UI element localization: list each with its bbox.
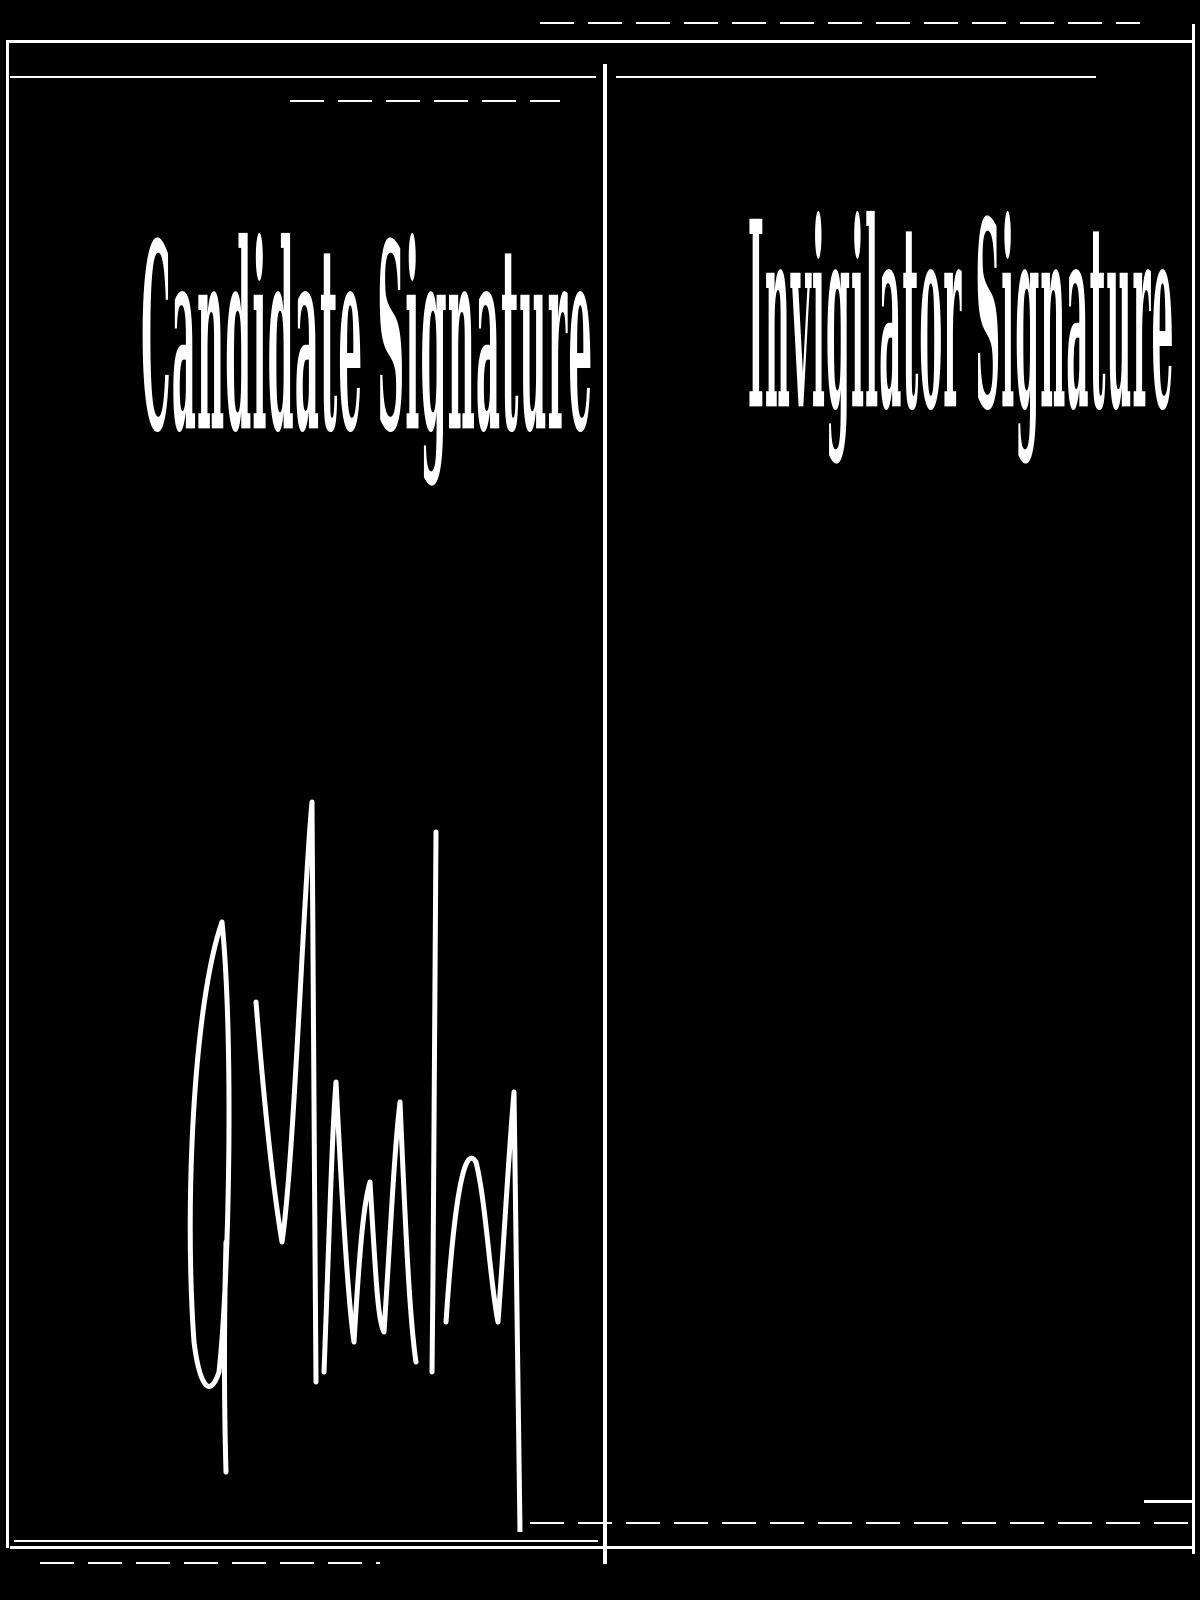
- top-inner-border-right: [616, 76, 1096, 78]
- left-border: [6, 40, 9, 1548]
- candidate-signature-panel: Candidate Signature: [12, 64, 604, 1532]
- bottom-dashed-rule-left: [40, 1562, 380, 1564]
- signature-stroke-underline: [222, 1239, 229, 1475]
- top-dashed-rule: [540, 22, 1140, 24]
- top-border: [6, 40, 1194, 43]
- right-border: [1192, 24, 1195, 1554]
- bottom-dashed-rule-right: [530, 1522, 1190, 1524]
- signature-stroke-tall: [429, 829, 439, 1375]
- invigilator-signature-panel: Invigilator Signature: [612, 64, 1178, 1524]
- signature-stroke-loop: [187, 919, 232, 1389]
- bottom-border: [10, 1546, 1194, 1549]
- candidate-signature-drawing: [187, 799, 523, 1532]
- bottom-right-tick: [1144, 1500, 1194, 1503]
- invigilator-signature-label: Invigilator Signature: [747, 164, 1175, 469]
- signature-stroke-peaks: [321, 1079, 419, 1375]
- top-inner-border: [10, 76, 596, 78]
- candidate-signature-label: Candidate Signature: [141, 186, 594, 491]
- signature-stroke-m: [253, 799, 319, 1385]
- signature-stroke-tail: [443, 1089, 523, 1532]
- center-divider: [603, 64, 607, 1564]
- header-dashed-rule: [290, 100, 560, 102]
- bottom-inner-border: [14, 1540, 598, 1542]
